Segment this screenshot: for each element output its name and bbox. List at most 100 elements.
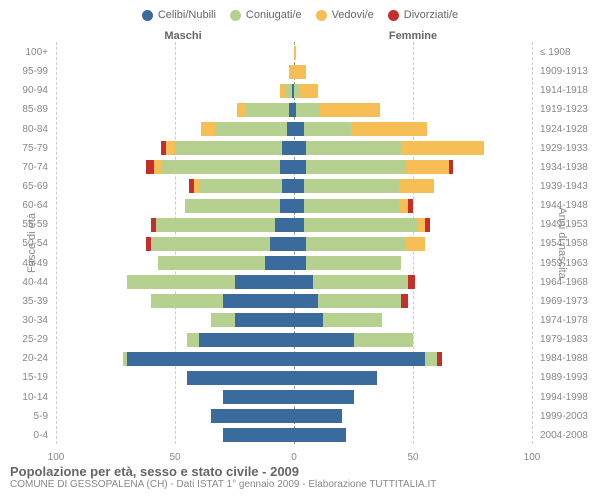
age-label: 35-39 <box>0 296 56 307</box>
age-label: 0-4 <box>0 430 56 441</box>
legend-label: Coniugati/e <box>246 9 302 21</box>
legend-label: Vedovi/e <box>332 9 374 21</box>
pyramid-row: 90-94 1914-1918 <box>0 82 600 99</box>
female-bar <box>294 275 532 289</box>
age-label: 15-19 <box>0 372 56 383</box>
female-bar <box>294 256 532 270</box>
birth-label: 1914-1918 <box>532 85 600 96</box>
female-bar <box>294 294 532 308</box>
male-bar <box>56 256 294 270</box>
female-bar <box>294 103 532 117</box>
age-label: 100+ <box>0 47 56 58</box>
age-label: 25-29 <box>0 334 56 345</box>
pyramid-row: 30-34 1974-1978 <box>0 312 600 329</box>
age-label: 70-74 <box>0 162 56 173</box>
birth-label: 1994-1998 <box>532 392 600 403</box>
legend-item: Celibi/Nubili <box>142 9 216 21</box>
pyramid-row: 25-29 1979-1983 <box>0 331 600 348</box>
pyramid-row: 50-541954-1958 <box>0 235 600 252</box>
male-bar <box>56 160 294 174</box>
female-bar <box>294 199 532 213</box>
male-bar <box>56 218 294 232</box>
birth-label: 2004-2008 <box>532 430 600 441</box>
legend-label: Celibi/Nubili <box>158 9 216 21</box>
pyramid-row: 70-74 1934-1938 <box>0 159 600 176</box>
x-tick: 50 <box>407 452 418 463</box>
legend-item: Vedovi/e <box>316 9 374 21</box>
pyramid-row: 80-84 1924-1928 <box>0 121 600 138</box>
pyramid-row: 55-591949-1953 <box>0 216 600 233</box>
pyramid-row: 15-191989-1993 <box>0 369 600 386</box>
female-bar <box>294 352 532 366</box>
male-bar <box>56 103 294 117</box>
birth-label: 1979-1983 <box>532 334 600 345</box>
x-tick: 100 <box>48 452 65 463</box>
female-bar <box>294 160 532 174</box>
female-bar <box>294 84 532 98</box>
male-bar <box>56 390 294 404</box>
age-label: 60-64 <box>0 200 56 211</box>
male-bar <box>56 179 294 193</box>
population-pyramid-chart: Celibi/Nubili Coniugati/e Vedovi/e Divorzia… <box>0 0 600 500</box>
male-header: Maschi <box>68 30 298 42</box>
birth-label: 1974-1978 <box>532 315 600 326</box>
male-bar <box>56 371 294 385</box>
birth-label: 1919-1923 <box>532 104 600 115</box>
birth-label: 1969-1973 <box>532 296 600 307</box>
legend-dot <box>230 10 241 21</box>
female-bar <box>294 428 532 442</box>
pyramid-row: 75-791929-1933 <box>0 140 600 157</box>
birth-label: ≤ 1908 <box>532 47 600 58</box>
age-label: 30-34 <box>0 315 56 326</box>
male-bar <box>56 237 294 251</box>
column-headers: Maschi Femmine <box>0 24 600 42</box>
x-axis: 10050050100 <box>0 444 600 460</box>
pyramid-row: 0-4 2004-2008 <box>0 427 600 444</box>
female-bar <box>294 141 532 155</box>
male-bar <box>56 46 294 60</box>
x-tick: 50 <box>169 452 180 463</box>
age-label: 75-79 <box>0 143 56 154</box>
age-label: 95-99 <box>0 66 56 77</box>
pyramid-row: 65-691939-1943 <box>0 178 600 195</box>
male-bar <box>56 84 294 98</box>
pyramid-row: 60-641944-1948 <box>0 197 600 214</box>
female-bar <box>294 179 532 193</box>
right-axis-title: Anni di nascita <box>556 207 568 279</box>
male-bar <box>56 141 294 155</box>
age-label: 90-94 <box>0 85 56 96</box>
age-label: 80-84 <box>0 124 56 135</box>
birth-label: 1909-1913 <box>532 66 600 77</box>
pyramid-row: 5-91999-2003 <box>0 408 600 425</box>
legend-dot <box>388 10 399 21</box>
age-label: 5-9 <box>0 411 56 422</box>
male-bar <box>56 275 294 289</box>
legend-item: Coniugati/e <box>230 9 302 21</box>
birth-label: 1934-1938 <box>532 162 600 173</box>
age-label: 40-44 <box>0 277 56 288</box>
male-bar <box>56 428 294 442</box>
legend-item: Divorziati/e <box>388 9 458 21</box>
female-bar <box>294 313 532 327</box>
legend: Celibi/Nubili Coniugati/e Vedovi/e Divorzia… <box>0 0 600 24</box>
female-header: Femmine <box>298 30 528 42</box>
birth-label: 1984-1988 <box>532 353 600 364</box>
male-bar <box>56 65 294 79</box>
female-bar <box>294 390 532 404</box>
pyramid-row: 20-241984-1988 <box>0 350 600 367</box>
female-bar <box>294 46 532 60</box>
pyramid-row: 85-89 1919-1923 <box>0 101 600 118</box>
pyramid-row: 10-141994-1998 <box>0 389 600 406</box>
legend-dot <box>316 10 327 21</box>
legend-label: Divorziati/e <box>404 9 458 21</box>
male-bar <box>56 333 294 347</box>
chart-title: Popolazione per età, sesso e stato civil… <box>10 464 590 479</box>
x-tick: 0 <box>291 452 297 463</box>
male-bar <box>56 122 294 136</box>
male-bar <box>56 352 294 366</box>
age-label: 85-89 <box>0 104 56 115</box>
female-bar <box>294 371 532 385</box>
birth-label: 1924-1928 <box>532 124 600 135</box>
female-bar <box>294 218 532 232</box>
pyramid-row: 100+ ≤ 1908 <box>0 44 600 61</box>
